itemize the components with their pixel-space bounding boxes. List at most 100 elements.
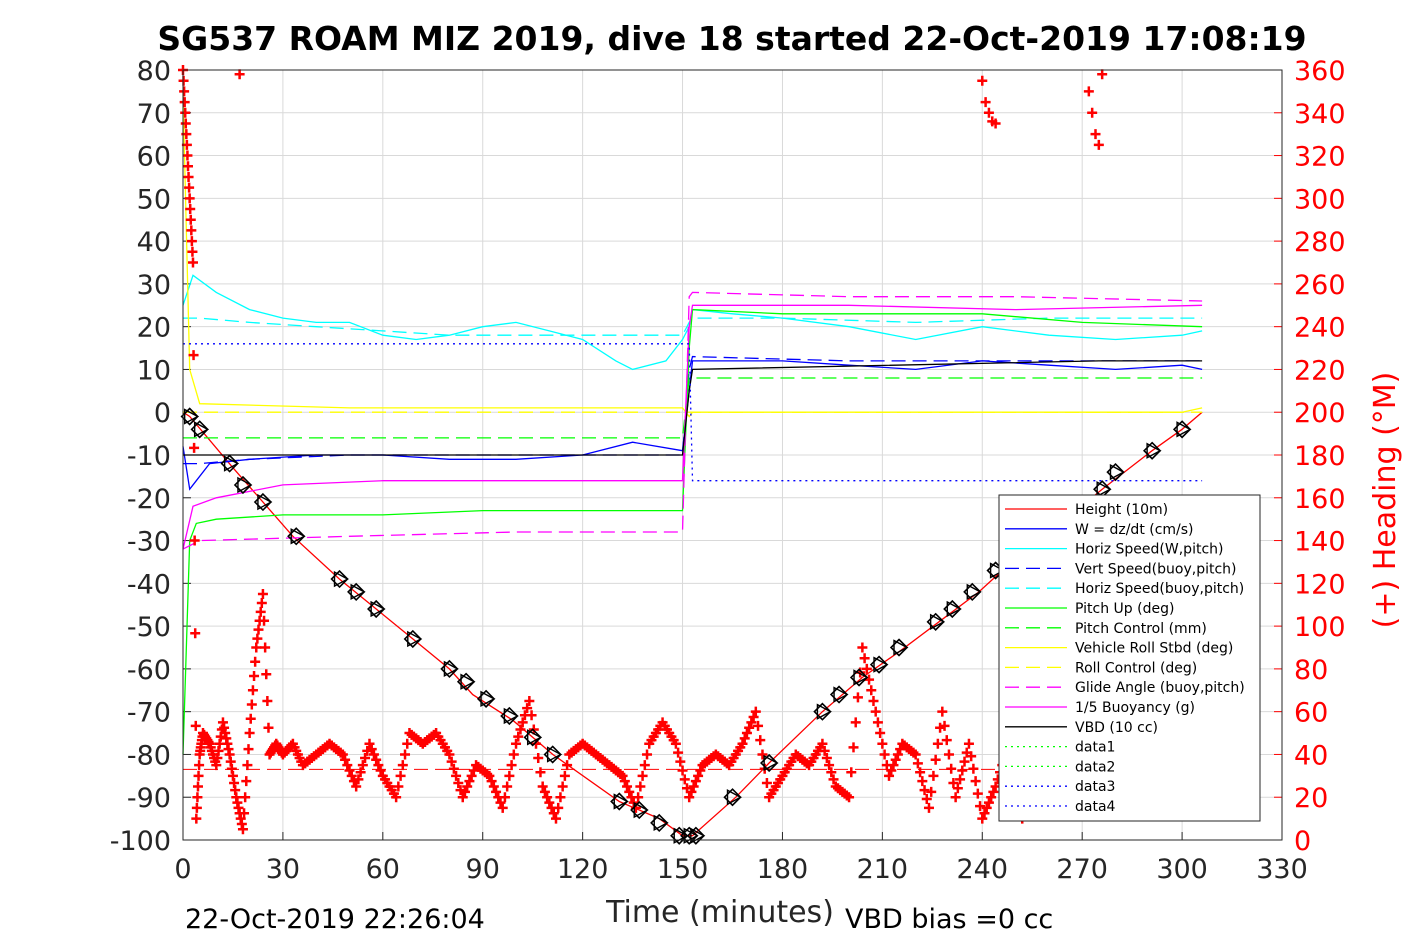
heading-point [257,589,268,600]
heading-point [462,781,473,792]
heading-point [194,760,205,771]
heading-point [675,756,686,767]
y-tick-label: -20 [127,484,171,515]
heading-point [859,653,870,664]
heading-point [191,813,202,824]
heading-point [852,692,863,703]
heading-point [402,738,413,749]
y2-tick-label: 220 [1294,355,1346,386]
x-tick-label: 60 [366,854,400,885]
heading-point [502,781,513,792]
dive-marker-triangle [673,827,689,844]
heading-point-upper [1087,107,1098,118]
heading-point [182,150,193,161]
heading-point [446,756,457,767]
dive-marker-triangle [407,630,423,648]
heading-point [943,749,954,760]
y2-tick-label: 340 [1294,99,1346,130]
heading-point [963,738,974,749]
dive-marker-triangle [613,793,629,810]
heading-point [890,754,901,765]
heading-point [926,786,937,797]
y2-tick-label: 100 [1294,612,1346,643]
heading-point [872,717,883,728]
y2-tick-label: 160 [1294,484,1346,515]
heading-point [186,236,197,247]
x-tick-label: 300 [1156,854,1208,885]
heading-point [686,786,697,797]
dive-marker-triangle [989,562,1006,579]
heading-point-upper [980,97,991,108]
heading-point [544,797,555,808]
heading-point [928,770,939,781]
heading-point [451,770,462,781]
dive-marker-triangle [946,600,962,618]
heading-point [179,97,190,108]
dive-marker-triangle [1176,421,1192,438]
heading-point [950,792,961,803]
heading-point [186,225,197,236]
heading-point [391,792,402,803]
series-line-6 [183,377,1203,439]
footer-vbd-bias: VBD bias =0 cc [845,904,1053,935]
heading-point [466,770,477,781]
heading-point [180,118,191,129]
heading-point [181,139,192,150]
legend-label: Height (10m) [1075,502,1168,518]
heading-point [677,765,688,776]
heading-point [884,770,895,781]
heading-point [239,808,250,819]
dive-marker-triangle [257,493,273,511]
heading-point [817,738,828,749]
heading-point [557,781,568,792]
heading-point-upper [990,118,1001,129]
legend-label: 1/5 Buoyancy (g) [1075,700,1195,716]
dive-marker-triangle [223,455,240,472]
heading-point [848,742,859,753]
dive-marker-triangle [350,583,366,601]
y-tick-label: -100 [110,826,171,857]
heading-point-upper [1097,69,1108,80]
heading-point [244,728,255,739]
series-line-5 [182,308,1203,755]
heading-point [522,703,533,714]
heading-point [819,745,830,756]
legend-label: Roll Control (deg) [1075,660,1197,676]
heading-point [506,760,517,771]
heading-point [249,671,260,682]
dive-marker-triangle [193,421,210,438]
heading-point [930,754,941,765]
heading-point [189,442,200,453]
series-line-7 [182,91,1203,418]
heading-point [637,770,648,781]
heading-point [915,767,926,778]
heading-point [183,171,194,182]
heading-point [892,749,903,760]
heading-point [515,724,526,735]
heading-point [246,699,257,710]
heading-point-upper [234,69,245,80]
dive-marker-triangle [333,570,350,588]
heading-point [877,738,888,749]
heading-point [559,770,570,781]
heading-point [983,797,994,808]
heading-point [739,733,750,744]
x-tick-label: 30 [266,854,300,885]
y2-tick-label: 120 [1294,569,1346,600]
heading-point [821,753,832,764]
heading-point [371,754,382,765]
legend-label: Horiz Speed(buoy,pitch) [1075,581,1244,597]
legend-label: Glide Angle (buoy,pitch) [1075,680,1245,696]
heading-point [464,776,475,787]
y2-tick-label: 360 [1294,56,1346,87]
heading-point [187,246,198,257]
heading-point [337,749,348,760]
heading-point [537,781,548,792]
heading-point [753,720,764,731]
heading-point [253,624,264,635]
heading-point [857,642,868,653]
heading-point [190,720,201,731]
y2-tick-label: 320 [1294,142,1346,173]
y-tick-label: 10 [137,355,171,386]
heading-point [966,751,977,762]
